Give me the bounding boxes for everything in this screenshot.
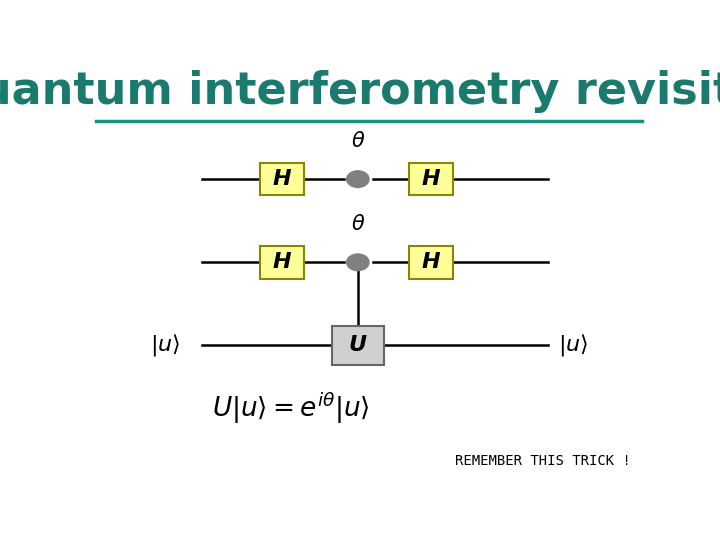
Text: $|u\rangle$: $|u\rangle$ xyxy=(150,333,181,359)
Text: U: U xyxy=(348,335,367,355)
Text: $|u\rangle$: $|u\rangle$ xyxy=(557,333,588,359)
Text: H: H xyxy=(422,252,440,272)
Text: H: H xyxy=(273,252,292,272)
FancyBboxPatch shape xyxy=(332,326,384,364)
Text: $\theta$: $\theta$ xyxy=(351,214,365,234)
FancyBboxPatch shape xyxy=(409,163,453,195)
Circle shape xyxy=(346,254,369,271)
FancyBboxPatch shape xyxy=(409,246,453,279)
FancyBboxPatch shape xyxy=(260,246,304,279)
Text: H: H xyxy=(273,169,292,189)
Circle shape xyxy=(346,171,369,187)
FancyBboxPatch shape xyxy=(260,163,304,195)
Text: H: H xyxy=(422,169,440,189)
Text: REMEMBER THIS TRICK !: REMEMBER THIS TRICK ! xyxy=(455,454,631,468)
Text: Quantum interferometry revisited: Quantum interferometry revisited xyxy=(0,70,720,113)
Text: $U|u\rangle = e^{i\theta}|u\rangle$: $U|u\rangle = e^{i\theta}|u\rangle$ xyxy=(212,390,370,426)
Text: $\theta$: $\theta$ xyxy=(351,131,365,151)
